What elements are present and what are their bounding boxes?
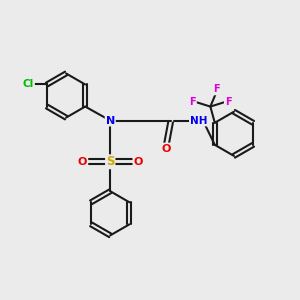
Text: F: F <box>225 97 231 107</box>
Text: O: O <box>78 157 87 167</box>
Text: S: S <box>106 155 115 168</box>
Text: F: F <box>213 85 220 94</box>
Text: Cl: Cl <box>23 80 34 89</box>
Text: O: O <box>134 157 143 167</box>
Text: F: F <box>189 97 196 107</box>
Text: NH: NH <box>190 116 207 126</box>
Text: N: N <box>106 116 115 126</box>
Text: O: O <box>161 143 171 154</box>
